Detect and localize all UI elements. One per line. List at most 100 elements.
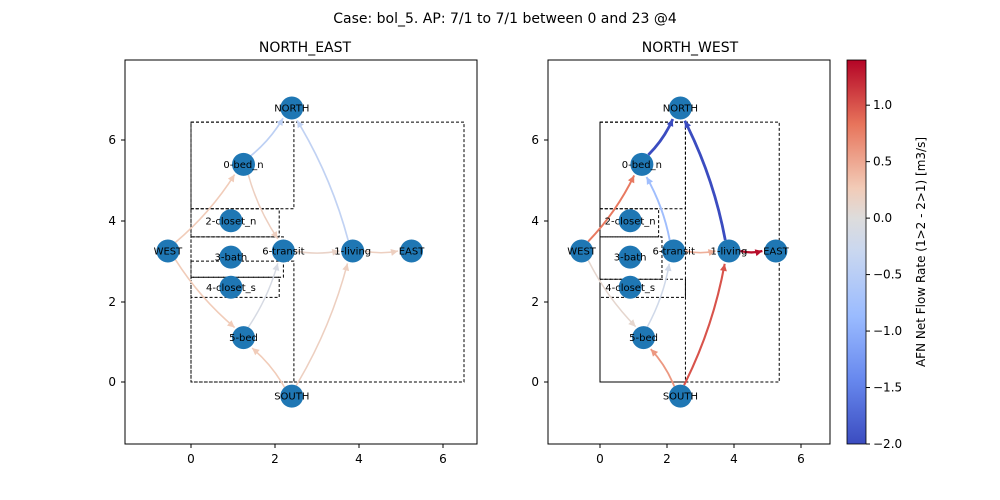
x-tick-label: 0 [187, 452, 195, 466]
zone-boundary [190, 208, 280, 238]
node-label: 6-transit [653, 247, 695, 258]
zone-boundary [599, 208, 660, 238]
flow-edge-line [295, 263, 349, 386]
node-1-living [341, 239, 365, 263]
flow-arrowhead [666, 119, 674, 127]
flow-edge-line [587, 175, 636, 243]
node-label: SOUTH [274, 392, 309, 403]
node-2-closet-n [618, 209, 642, 233]
x-tick-label: 6 [439, 452, 447, 466]
node-label: 1-living [334, 247, 371, 258]
flow-edge [650, 348, 676, 387]
node-label: WEST [154, 247, 184, 258]
flow-edge [740, 249, 763, 257]
flow-edge [683, 263, 727, 386]
flow-edge [247, 263, 280, 328]
node-label: EAST [399, 247, 426, 258]
flow-arrowhead [754, 249, 763, 257]
zone-boundary [599, 121, 686, 210]
x-tick-label: 0 [596, 452, 604, 466]
flow-arrowhead [664, 263, 672, 272]
node-4-closet-s [618, 275, 642, 299]
flow-edge [174, 259, 236, 329]
flow-edge-line [587, 260, 637, 328]
flow-edge [251, 347, 286, 388]
node-6-transit [662, 239, 686, 263]
flow-edge [685, 249, 716, 256]
flow-arrowhead [252, 348, 260, 356]
x-tick-label: 2 [271, 452, 279, 466]
node-label: WEST [567, 247, 597, 258]
node-4-closet-s [219, 275, 243, 299]
y-tick-label: 6 [108, 133, 116, 147]
colorbar-tick-label: −0.5 [873, 268, 902, 282]
plot-frame [124, 59, 478, 445]
flow-edge [250, 117, 284, 157]
zones [599, 121, 780, 383]
flow-arrowhead [276, 118, 284, 127]
zone-boundary [599, 278, 686, 298]
plot-frame [547, 59, 831, 445]
node-north [668, 96, 692, 120]
node-label: 2-closet_n [205, 216, 256, 227]
node-west [156, 239, 180, 263]
node-south [668, 384, 692, 408]
node-label: SOUTH [663, 392, 698, 403]
flow-edge [587, 260, 637, 328]
node-label: 5-bed [629, 333, 658, 344]
flow-edge [645, 176, 671, 241]
y-tick-label: 0 [531, 375, 539, 389]
y-tick-label: 6 [531, 133, 539, 147]
node-label: 4-closet_s [206, 283, 256, 294]
y-tick-label: 4 [108, 214, 116, 228]
x-tick-label: 4 [730, 452, 738, 466]
flow-arrowhead [390, 249, 398, 256]
flow-arrowhead [719, 263, 727, 272]
y-axis: 0 2 4 6 [108, 133, 125, 389]
colorbar-tick-label: −1.5 [873, 381, 902, 395]
node-west [570, 239, 594, 263]
flow-arrowhead [707, 249, 716, 256]
flow-edge [587, 175, 636, 243]
flow-edge [247, 174, 279, 240]
node-label: 6-transit [262, 247, 304, 258]
node-0-bed-n [630, 152, 654, 176]
node-label: 3-bath [215, 253, 248, 264]
flow-arrowhead [331, 248, 340, 256]
edges [587, 118, 763, 387]
colorbar-ticks: 1.0 0.5 0.0 −0.5 −1.0 −1.5 −2.0 [866, 98, 902, 451]
flow-arrowhead [650, 349, 659, 357]
colorbar-tick-label: −1.0 [873, 324, 902, 338]
x-tick-label: 4 [355, 452, 363, 466]
y-axis: 0 2 4 6 [531, 133, 548, 389]
flow-edge [683, 120, 727, 241]
flow-edge [174, 174, 236, 243]
panel-north-west: NORTH_WEST NORTH 0-bed_n 2-closet_n WEST 3-b… [531, 40, 831, 466]
flow-edge [647, 118, 675, 156]
node-east [400, 239, 423, 263]
flow-edge [295, 263, 350, 386]
node-3-bath [618, 245, 642, 269]
node-label: 0-bed_n [223, 160, 263, 171]
x-tick-label: 2 [663, 452, 671, 466]
flow-edge [294, 248, 340, 256]
node-label: 1-living [711, 247, 748, 258]
flow-edge [646, 263, 672, 328]
x-tick-label: 6 [797, 452, 805, 466]
node-label: 0-bed_n [622, 160, 662, 171]
colorbar-tick-label: −2.0 [873, 437, 902, 451]
node-6-transit [271, 239, 295, 263]
y-tick-label: 2 [531, 295, 539, 309]
node-label: NORTH [274, 103, 309, 114]
colorbar-tick-label: 0.0 [873, 211, 892, 225]
node-label: 2-closet_n [605, 216, 656, 227]
y-tick-label: 2 [108, 295, 116, 309]
edges [174, 117, 399, 388]
node-5-bed [632, 326, 656, 350]
flow-arrowhead [628, 319, 636, 327]
x-axis: 0 2 4 6 [596, 444, 805, 466]
flow-arrowhead [270, 231, 278, 239]
node-label: EAST [763, 247, 790, 258]
flow-arrowhead [342, 263, 350, 272]
